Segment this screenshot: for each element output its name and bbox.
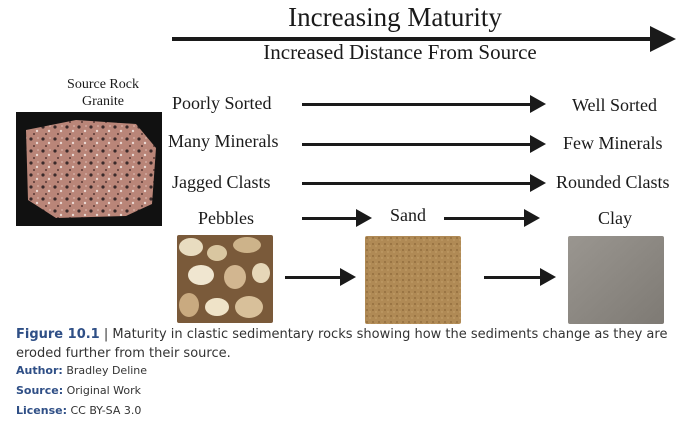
caption-text: Maturity in clastic sedimentary rocks sh… xyxy=(16,327,668,361)
author-label: Author: xyxy=(16,364,63,377)
sorting-arrow-head xyxy=(530,95,546,113)
sand-clay-arrow-head xyxy=(524,209,540,227)
pebbles-sand-arrow-shaft xyxy=(302,217,356,220)
author-line: Author: Bradley Deline xyxy=(16,364,147,377)
pebbles-sand-arrow-head xyxy=(356,209,372,227)
sorting-arrow-shaft xyxy=(302,103,530,106)
few-minerals-label: Few Minerals xyxy=(563,133,663,153)
figure-number: Figure 10.1 xyxy=(16,327,100,342)
granite-sample-image xyxy=(16,112,162,226)
sandstone-sample-image xyxy=(365,236,461,324)
poorly-sorted-label: Poorly Sorted xyxy=(172,93,272,113)
sand-image-arrow-shaft xyxy=(484,276,540,279)
figure-caption: Figure 10.1 | Maturity in clastic sedime… xyxy=(16,325,686,363)
jagged-clasts-label: Jagged Clasts xyxy=(172,172,271,192)
clay-label: Clay xyxy=(598,208,632,228)
diagram-title: Increasing Maturity xyxy=(288,2,502,32)
sand-image-arrow-head xyxy=(540,268,556,286)
source-label: Source: xyxy=(16,384,64,397)
license-value: CC BY-SA 3.0 xyxy=(70,404,142,417)
well-sorted-label: Well Sorted xyxy=(572,95,658,115)
maturity-arrow-head xyxy=(650,26,676,52)
diagram-subtitle: Increased Distance From Source xyxy=(263,40,537,64)
maturity-arrow-shaft xyxy=(172,37,652,41)
author-name: Bradley Deline xyxy=(66,364,148,377)
source-value: Original Work xyxy=(66,384,142,397)
rounded-clasts-label: Rounded Clasts xyxy=(556,172,670,192)
many-minerals-label: Many Minerals xyxy=(168,131,279,151)
license-line: License: CC BY-SA 3.0 xyxy=(16,404,141,417)
pebbles-image-arrow-shaft xyxy=(285,276,341,279)
source-rock-line2: Granite xyxy=(82,94,124,109)
license-label: License: xyxy=(16,404,67,417)
clasts-arrow-head xyxy=(530,174,546,192)
sand-label: Sand xyxy=(390,205,426,225)
source-rock-label: Source Rock Granite xyxy=(48,76,158,110)
caption-separator: | xyxy=(99,327,113,342)
minerals-arrow-shaft xyxy=(302,143,530,146)
source-rock-line1: Source Rock xyxy=(67,77,139,92)
minerals-arrow-head xyxy=(530,135,546,153)
source-line: Source: Original Work xyxy=(16,384,141,397)
clasts-arrow-shaft xyxy=(302,182,530,185)
pebbles-image-arrow-head xyxy=(340,268,356,286)
pebbles-sample-image xyxy=(177,235,273,323)
pebbles-label: Pebbles xyxy=(198,208,254,228)
sand-clay-arrow-shaft xyxy=(444,217,524,220)
claystone-sample-image xyxy=(568,236,664,324)
